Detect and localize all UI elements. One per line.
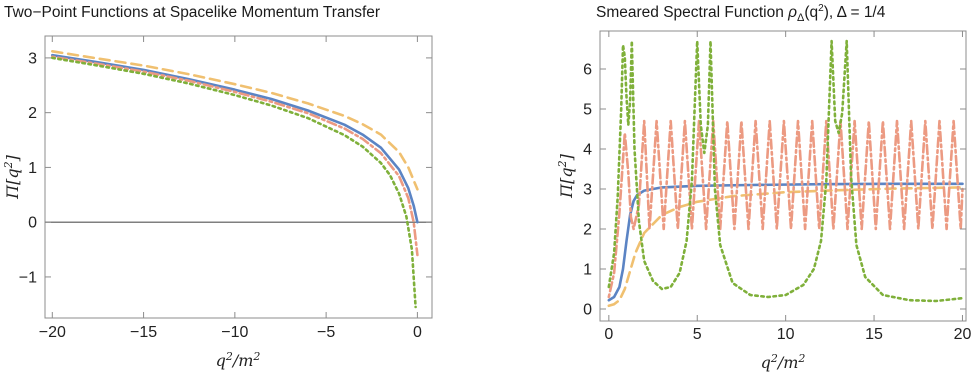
y-tick-label: 2	[28, 105, 37, 122]
plot-frame	[599, 30, 967, 322]
x-tick-label: 5	[693, 326, 702, 343]
y-tick-label: 6	[583, 62, 592, 79]
x-axis-label: q2/m2	[216, 350, 261, 370]
y-tick-label: 3	[28, 50, 37, 67]
y-tick-label: 2	[583, 222, 592, 239]
series-line-1-dashed	[50, 49, 419, 191]
x-tick-label: −5	[317, 324, 335, 341]
y-tick-label: 0	[28, 215, 37, 232]
y-tick-label: −1	[19, 269, 37, 286]
plot-frame	[44, 35, 433, 319]
y-tick-label: 1	[583, 262, 592, 279]
x-tick-label: −15	[130, 324, 157, 341]
series-line-4-dotted	[607, 39, 964, 303]
y-tick-label: 1	[28, 160, 37, 177]
x-tick-label: 0	[413, 324, 422, 341]
series-line-3-dot-dash	[607, 119, 964, 299]
series-line-2-solid	[50, 53, 419, 224]
x-tick-label: −20	[39, 324, 66, 341]
y-axis-label: Π[q2]	[556, 153, 576, 198]
y-tick-label: 0	[583, 302, 592, 319]
chart-1: Two−Point Functions at Spacelike Momentu…	[2, 4, 433, 370]
y-tick-label: 5	[583, 102, 592, 119]
chart-title: Two−Point Functions at Spacelike Momentu…	[4, 4, 380, 21]
x-axis-label: q2/m2	[761, 352, 806, 372]
x-tick-label: −10	[221, 324, 248, 341]
y-axis-label: Π[q2]	[2, 154, 22, 199]
series-line-4-dotted	[50, 56, 417, 309]
y-tick-label: 4	[583, 142, 592, 159]
chart-2: Smeared Spectral Function ρΔ(q2), Δ = 1/…	[556, 3, 971, 372]
x-tick-label: 20	[954, 326, 972, 343]
y-tick-label: 3	[583, 182, 592, 199]
chart-title: Smeared Spectral Function ρΔ(q2), Δ = 1/…	[596, 3, 886, 24]
series-line-3-dot-dash	[50, 55, 419, 257]
x-tick-label: 10	[777, 326, 795, 343]
x-tick-label: 0	[604, 326, 613, 343]
x-tick-label: 15	[865, 326, 883, 343]
